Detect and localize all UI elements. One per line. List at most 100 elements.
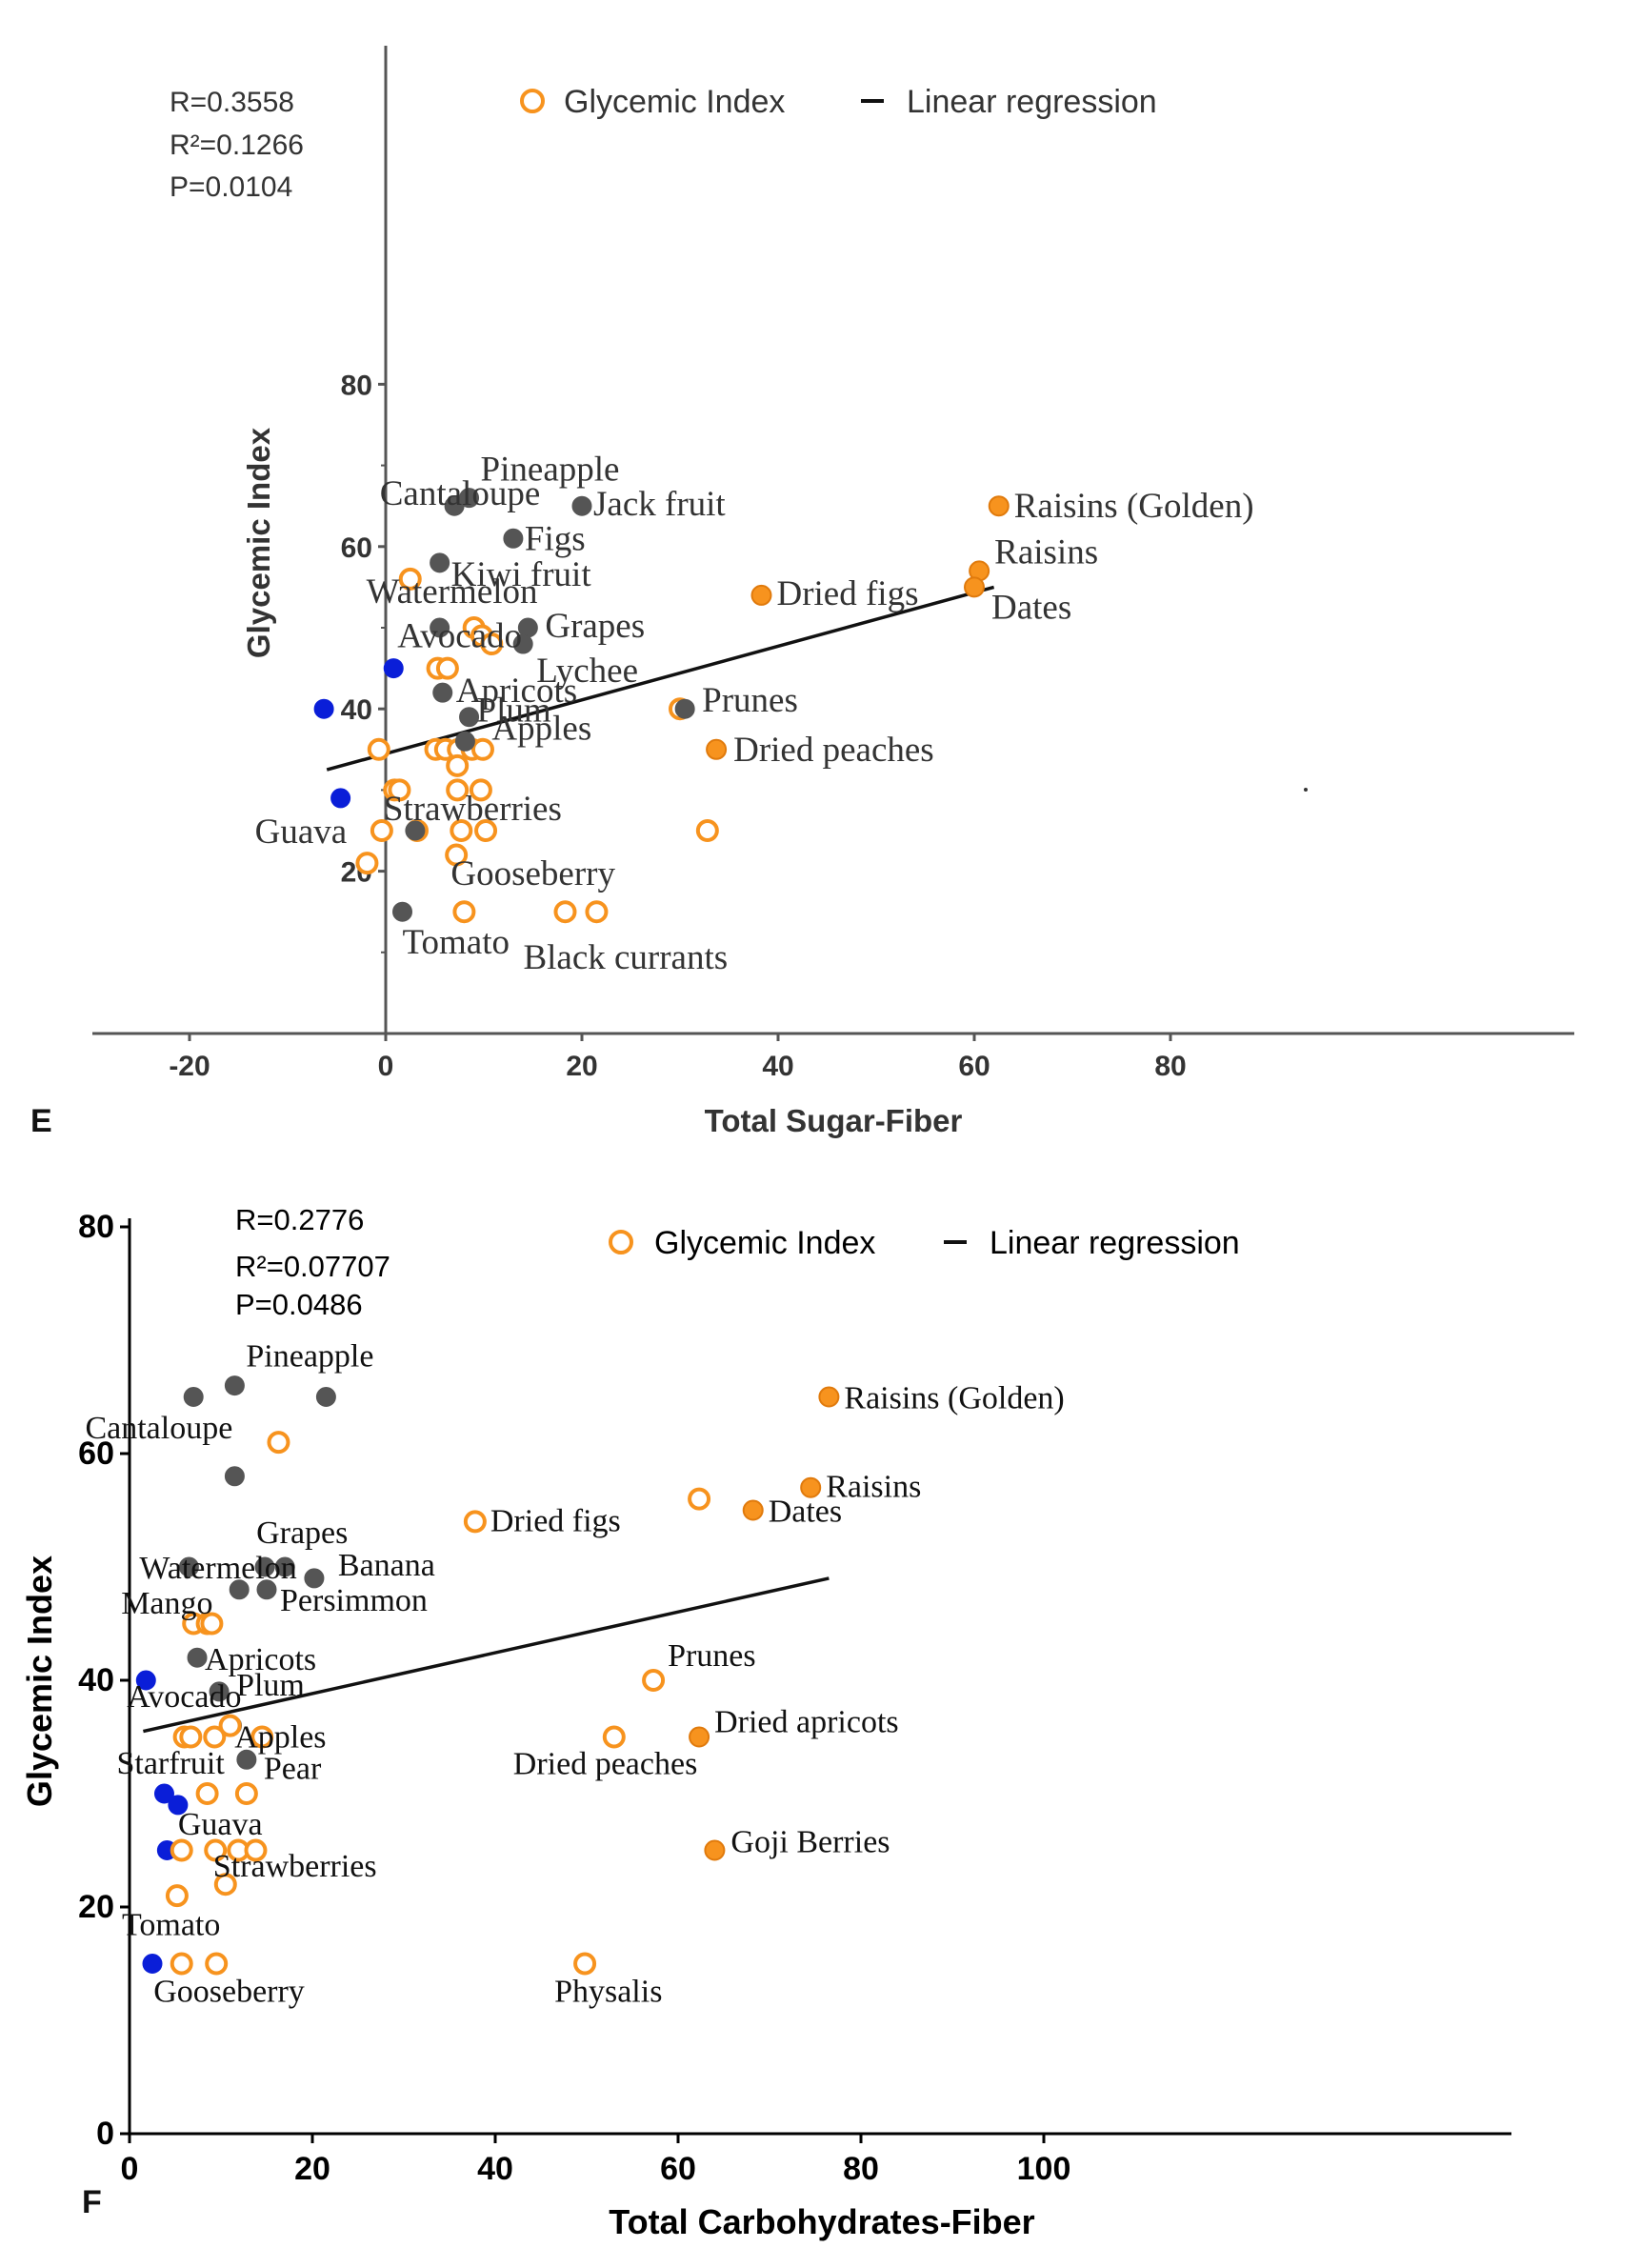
f-x-tick-label: 20 <box>294 2151 330 2187</box>
f-label-cantaloupe: Cantaloupe <box>85 1411 232 1446</box>
e-label-lychee: Lychee <box>536 652 638 691</box>
f-point <box>315 1387 336 1407</box>
f-point-raisins <box>800 1476 822 1498</box>
e-label-jack-fruit: Jack fruit <box>593 485 726 524</box>
f-point-tomato <box>142 1954 163 1974</box>
e-label-raisins-golden: Raisins (Golden) <box>1014 487 1254 526</box>
f-x-tick-label: 60 <box>660 2151 696 2187</box>
f-label-starfruit: Starfruit <box>116 1746 225 1781</box>
f-point <box>203 1725 227 1749</box>
f-point-dried-apricots <box>689 1726 710 1748</box>
e-y-tick-label: 80 <box>341 370 372 401</box>
e-x-tick-label: 80 <box>1154 1051 1186 1082</box>
e-label-black-currants: Black currants <box>523 938 728 977</box>
f-point-grapes <box>254 1556 275 1577</box>
e-label-pineapple: Pineapple <box>481 451 620 490</box>
f-point-physalis <box>573 1952 597 1976</box>
f-x-axis-title: Total Carbohydrates-Fiber <box>609 2202 1034 2241</box>
e-point <box>470 737 494 761</box>
e-point-apples <box>454 731 475 752</box>
e-label-strawberries: Strawberries <box>384 790 562 829</box>
e-label-prunes: Prunes <box>702 681 798 720</box>
f-y-tick-label: 20 <box>78 1889 114 1925</box>
e-label-plum: Plum <box>477 692 551 731</box>
e-point <box>480 632 504 656</box>
f-point-persimmon <box>256 1579 277 1600</box>
e-point <box>446 778 470 802</box>
f-label-plum: Plum <box>236 1668 305 1703</box>
e-label-dates: Dates <box>991 588 1071 627</box>
f-point-dates <box>742 1499 764 1521</box>
f-y-tick-label: 80 <box>78 1209 114 1245</box>
f-label-gooseberry: Gooseberry <box>153 1975 305 2010</box>
e-y-tick-label: 60 <box>341 532 372 564</box>
e-point-kiwi-fruit <box>430 552 450 573</box>
e-label-grapes: Grapes <box>545 607 645 646</box>
f-point-guava <box>168 1795 189 1816</box>
e-point <box>446 753 470 777</box>
f-label-raisins: Raisins <box>826 1470 921 1505</box>
f-point-mango <box>229 1579 250 1600</box>
f-label-apples: Apples <box>234 1720 326 1756</box>
f-stat-p: P=0.0486 <box>235 1288 363 1321</box>
e-x-tick-label: 0 <box>378 1051 394 1082</box>
f-point-dried-figs <box>463 1510 487 1534</box>
f-point <box>195 1782 219 1805</box>
e-point <box>435 656 459 680</box>
f-point-avocado <box>135 1670 156 1691</box>
e-point <box>450 819 473 842</box>
f-stat-r2: R²=0.07707 <box>235 1250 390 1283</box>
f-point <box>170 1952 193 1976</box>
f-point <box>244 1838 268 1862</box>
e-label-dried-peaches: Dried peaches <box>733 731 934 770</box>
f-label-strawberries: Strawberries <box>213 1849 377 1884</box>
f-point <box>234 1782 258 1805</box>
f-label-watermelon: Watermelon <box>139 1551 296 1586</box>
f-panel-label: F <box>82 2184 102 2220</box>
f-point-strawberries <box>213 1873 237 1897</box>
f-label-banana: Banana <box>338 1548 435 1583</box>
f-x-tick-label: 80 <box>843 2151 879 2187</box>
f-point <box>200 1612 224 1636</box>
f-label-apricots: Apricots <box>205 1642 316 1677</box>
f-point-plum <box>209 1681 230 1702</box>
e-point-strawberries <box>405 820 426 841</box>
f-point <box>183 1387 204 1407</box>
f-stat-r: R=0.2776 <box>235 1203 364 1236</box>
e-point-cantaloupe <box>398 567 422 591</box>
e-stat-r2: R²=0.1266 <box>170 130 304 161</box>
f-point-watermelon <box>178 1556 199 1577</box>
e-label-tomato: Tomato <box>403 923 510 962</box>
f-point-dried-peaches <box>602 1725 626 1749</box>
f-point <box>170 1838 193 1862</box>
e-label-kiwi-fruit: Kiwi fruit <box>451 555 592 594</box>
e-point-lychee <box>512 633 533 654</box>
e-legend-marker <box>520 89 545 113</box>
f-point-banana <box>304 1568 325 1589</box>
f-label-grapes: Grapes <box>256 1515 348 1551</box>
e-point-watermelon <box>430 617 450 638</box>
f-x-tick-label: 0 <box>121 2151 139 2187</box>
e-label-gooseberry: Gooseberry <box>450 854 615 893</box>
e-label-raisins: Raisins <box>994 532 1098 572</box>
e-point-dried-peaches <box>706 738 728 760</box>
f-point <box>688 1487 711 1511</box>
f-point-prunes <box>642 1669 666 1692</box>
f-label-avocado: Avocado <box>127 1679 241 1715</box>
f-label-raisins-golden: Raisins (Golden) <box>844 1381 1064 1416</box>
f-label-tomato: Tomato <box>122 1908 220 1943</box>
f-x-tick-label: 100 <box>1017 2151 1071 2187</box>
f-point <box>204 1838 228 1862</box>
e-point-prunes <box>674 698 695 719</box>
f-x-tick-label: 40 <box>477 2151 513 2187</box>
e-point <box>469 778 492 802</box>
f-label-physalis: Physalis <box>554 1975 662 2010</box>
f-label-dried-peaches: Dried peaches <box>513 1747 698 1782</box>
e-x-tick-label: 40 <box>762 1051 793 1082</box>
e-point <box>695 819 719 842</box>
e-point <box>367 737 390 761</box>
e-label-guava: Guava <box>255 813 348 852</box>
f-label-mango: Mango <box>121 1586 212 1621</box>
